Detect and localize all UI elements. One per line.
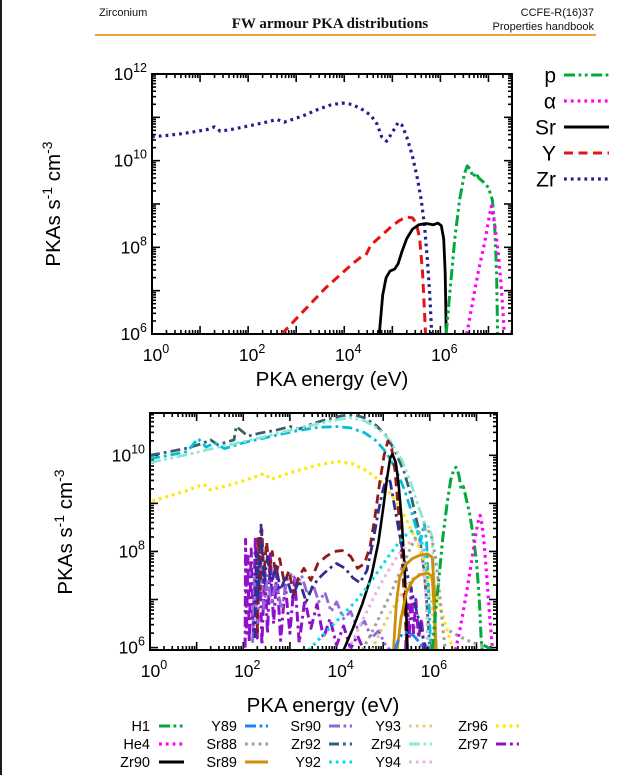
header-handbook-label: Properties handbook	[492, 21, 594, 33]
chart-bottom: 100 102 104 106 1010 108 106 PKA energy (eV) PKA…	[51, 412, 519, 771]
bottom-series-H1-curve	[430, 465, 484, 651]
header-rule	[95, 34, 596, 36]
top-tick-label: 1010	[114, 148, 147, 171]
bottom-tick-label: 106	[421, 658, 447, 681]
bottom-series-Y93-curve	[370, 571, 438, 651]
bottom-series-Zr96-curve	[151, 460, 457, 651]
top-tick-label: 104	[335, 342, 361, 365]
bottom-plot-frame	[149, 412, 498, 651]
top-legend-label-Zr: Zr	[536, 168, 556, 191]
bottom-xaxis-label: PKA energy (eV)	[247, 694, 400, 717]
bottom-legend-label-He4: He4	[123, 737, 150, 753]
top-tick-label: 108	[121, 234, 147, 257]
bottom-legend-label-Sr90: Sr90	[290, 719, 321, 735]
page-title: FW armour PKA distributions	[231, 16, 429, 32]
bottom-tick-label: 104	[327, 658, 353, 681]
bottom-series-Zr97-curve	[404, 586, 426, 651]
bottom-tick-label: 106	[119, 635, 145, 658]
bottom-legend-label-Zr90: Zr90	[120, 755, 150, 771]
top-series-Sr-curve	[377, 221, 448, 335]
header-left-label: Zirconium	[99, 7, 148, 19]
chart-top: 100 102 104 106 1012 1010 108 106 PKA energy (eV…	[39, 61, 609, 391]
top-tick-label: 106	[121, 321, 147, 344]
header-report-number: CCFE-R(16)37	[520, 7, 594, 19]
bottom-tick-label: 1010	[112, 442, 145, 465]
bottom-legend-label-Sr88: Sr88	[206, 737, 237, 753]
top-series-p-curve	[444, 164, 500, 335]
bottom-legend-label-Zr96: Zr96	[458, 719, 488, 735]
bottom-legend-label-Zr97: Zr97	[458, 737, 488, 753]
top-legend-label-p: p	[544, 64, 556, 87]
top-xaxis-label: PKA energy (eV)	[256, 368, 409, 391]
bottom-series-Zr94-curve	[149, 416, 438, 651]
bottom-series-Y94-curve	[346, 537, 431, 651]
bottom-legend-label-Y92: Y92	[295, 755, 321, 771]
bottom-series-unlabeled-navy-dashdot-curve	[253, 475, 428, 651]
top-plot-frame	[151, 73, 513, 335]
top-series-Zr-curve	[151, 101, 434, 335]
bottom-series-Y89-curve	[393, 630, 426, 651]
top-series-α-curve	[465, 204, 506, 335]
bottom-series-Zr92-curve	[149, 412, 432, 651]
bottom-legend-label-H1: H1	[131, 719, 150, 735]
bottom-yaxis-label: PKAs s-1 cm-3	[51, 469, 77, 594]
bottom-tick-label: 100	[141, 658, 167, 681]
bottom-series-He4-curve	[453, 513, 495, 651]
bottom-legend-label-Y89: Y89	[211, 719, 237, 735]
bottom-tick-label: 108	[119, 538, 145, 561]
top-legend-label-Y: Y	[542, 142, 556, 165]
bottom-series-unlabeled-cyan-dashdot-curve	[149, 425, 433, 651]
top-yaxis-label: PKAs s-1 cm-3	[39, 141, 65, 266]
page-left-border	[0, 0, 2, 775]
top-tick-label: 102	[239, 342, 265, 365]
bottom-series-unlabeled-darkred-dashed-curve	[255, 439, 409, 651]
bottom-legend-label-Y93: Y93	[375, 719, 401, 735]
top-tick-label: 1012	[114, 61, 147, 84]
top-series-Y-curve	[280, 215, 427, 336]
top-tick-label: 106	[431, 342, 457, 365]
bottom-legend-label-Sr89: Sr89	[206, 755, 237, 771]
bottom-series-Sr88-curve	[360, 525, 447, 651]
top-tick-label: 100	[143, 342, 169, 365]
bottom-legend-label-Zr92: Zr92	[291, 737, 321, 753]
bottom-legend-label-Zr94: Zr94	[371, 737, 401, 753]
bottom-legend-label-Y94: Y94	[375, 755, 401, 771]
bottom-series-Sr89-curve	[395, 571, 437, 651]
top-legend-label-α: α	[544, 90, 556, 113]
bottom-series-Zr90-curve	[342, 452, 409, 651]
bottom-tick-label: 102	[234, 658, 260, 681]
top-legend-label-Sr: Sr	[535, 116, 556, 139]
